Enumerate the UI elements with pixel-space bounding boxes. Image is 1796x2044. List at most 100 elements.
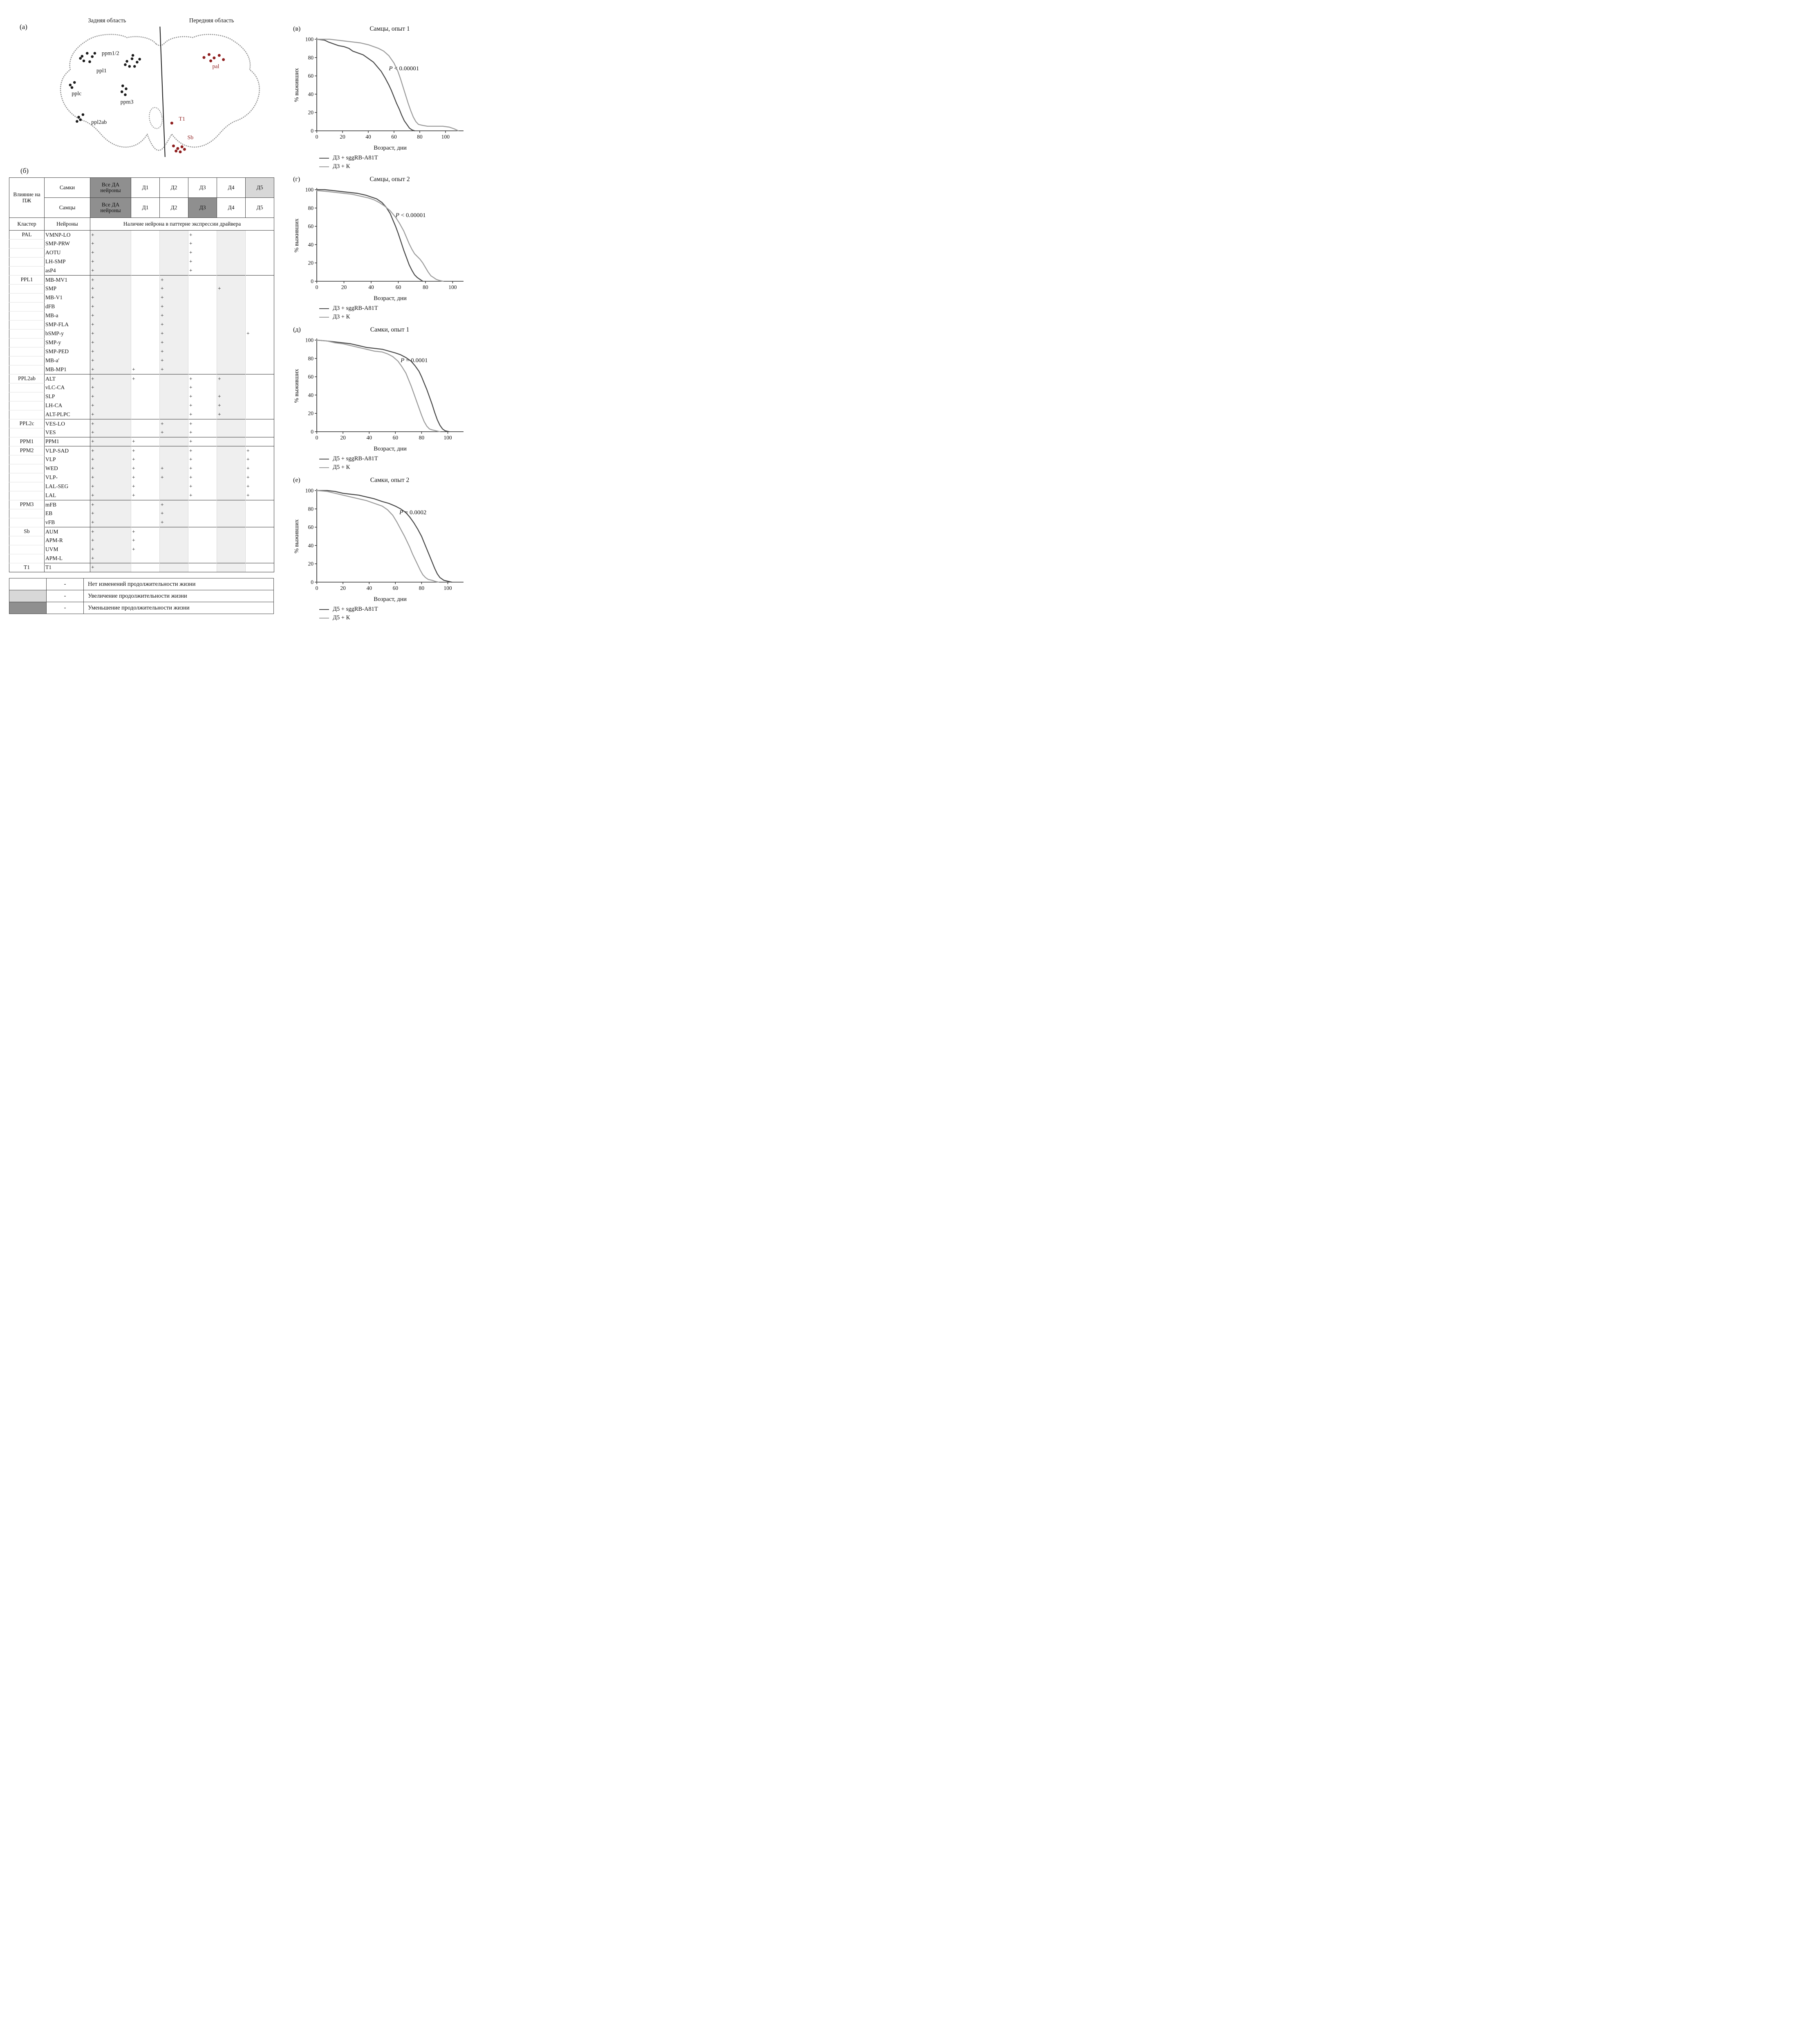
- panel-a-brain-diagram: (а) Задняя область Передняя область: [9, 14, 293, 166]
- expression-empty-cell: [159, 536, 188, 545]
- cluster-label-ppm3: ppm3: [121, 99, 134, 105]
- survival-curve-treatment: [316, 189, 423, 282]
- neuron-row: asP4 + +: [9, 266, 274, 276]
- expression-empty-cell: [159, 455, 188, 464]
- neuron-name: MB-MP1: [44, 365, 90, 374]
- header-neurons: Нейроны: [44, 217, 90, 231]
- expression-empty-cell: [159, 491, 188, 500]
- neuron-row: MB-V1 + +: [9, 293, 274, 303]
- expression-empty-cell: [245, 365, 274, 374]
- expression-plus-mark: +: [90, 302, 131, 312]
- survival-curve-treatment: [316, 490, 452, 583]
- legend-label: Д3 + К: [333, 314, 350, 320]
- header-d2-females: Д2: [159, 177, 188, 198]
- survival-curve-treatment: [316, 38, 415, 132]
- neuron-row: SMP-y + +: [9, 338, 274, 347]
- expression-plus-mark: +: [188, 266, 217, 276]
- expression-empty-cell: [131, 410, 160, 419]
- expression-empty-cell: [159, 563, 188, 572]
- neuron-row: SLP + + +: [9, 392, 274, 401]
- cluster-label-sb: Sb: [188, 134, 194, 141]
- expression-empty-cell: [159, 374, 188, 383]
- x-axis-label: Возраст, дни: [374, 145, 407, 151]
- cluster-label-ppl1: ppl1: [96, 68, 107, 74]
- survival-chart: 0 20 40 60 80 100 0 20 40 60 80 100 P = 0.0002 Возрас…: [293, 488, 464, 603]
- legend-label: Д3 + sggRB-A81T: [333, 155, 378, 161]
- neuron-name: mFB: [44, 500, 90, 509]
- neuron-row: bSMP-y + + +: [9, 329, 274, 338]
- neuron-name: WED: [44, 464, 90, 473]
- expression-empty-cell: [217, 545, 246, 554]
- x-tick-label: 80: [417, 134, 423, 140]
- header-females: Самки: [44, 177, 90, 198]
- neuron-row: LAL + + + +: [9, 491, 274, 500]
- neuron-row: T1 T1 +: [9, 563, 274, 572]
- expression-empty-cell: [245, 284, 274, 294]
- cluster-cell: [9, 248, 45, 258]
- neuron-row: VLP + + + +: [9, 455, 274, 464]
- header-d5-females: Д5: [245, 177, 274, 198]
- x-axis-label: Возраст, дни: [374, 446, 407, 452]
- x-tick-label: 60: [391, 134, 397, 140]
- y-tick-label: 20: [308, 110, 314, 116]
- survival-chart: 0 20 40 60 80 100 0 20 40 60 80 100 P = 0.0001 Возрас…: [293, 337, 464, 452]
- x-tick-label: 100: [448, 284, 457, 290]
- expression-empty-cell: [159, 410, 188, 419]
- expression-plus-mark: +: [90, 527, 131, 536]
- legend-entry-treatment: Д5 + sggRB-A81T: [319, 606, 470, 613]
- neuron-name: MB-MV1: [44, 275, 90, 285]
- legend-entry-control: Д5 + К: [319, 614, 470, 621]
- expression-empty-cell: [217, 509, 246, 518]
- x-tick-label: 20: [340, 134, 345, 140]
- expression-empty-cell: [131, 293, 160, 303]
- neuron-row: SMP + + +: [9, 284, 274, 294]
- expression-empty-cell: [131, 356, 160, 365]
- neuron-expression-table: Влияние на ПЖ Самки Все ДА нейроны Д1 Д2…: [9, 177, 274, 572]
- chart-title: Самцы, опыт 1: [370, 25, 410, 32]
- legend-swatch-increase: [9, 590, 47, 602]
- expression-empty-cell: [159, 248, 188, 258]
- expression-empty-cell: [131, 266, 160, 276]
- axes: [316, 338, 464, 432]
- expression-empty-cell: [131, 509, 160, 518]
- neuron-row: vFB + +: [9, 518, 274, 527]
- survival-chart-panel-d: (д) Самки, опыт 1 0 20 40 60 80 100 0 20 40 60 80 1…: [293, 326, 470, 471]
- expression-plus-mark: +: [159, 338, 188, 347]
- neuron-name: VLP-SAD: [44, 446, 90, 455]
- midline-divider: [159, 27, 166, 157]
- cluster-cell: [9, 518, 45, 527]
- expression-empty-cell: [188, 347, 217, 356]
- expression-empty-cell: [188, 284, 217, 294]
- legend-dash: -: [46, 578, 84, 590]
- legend-text-increase: Увеличение продолжительности жизни: [83, 590, 274, 602]
- legend-entry-control: Д3 + К: [319, 314, 470, 320]
- expression-empty-cell: [188, 275, 217, 285]
- expression-empty-cell: [159, 446, 188, 455]
- expression-plus-mark: +: [90, 464, 131, 473]
- expression-empty-cell: [245, 527, 274, 536]
- expression-empty-cell: [245, 437, 274, 446]
- cluster-dots-ppm12: [79, 52, 141, 68]
- shading-legend: - Нет изменений продолжительности жизни …: [9, 578, 274, 614]
- survival-chart-panel-e: (е) Самки, опыт 2 0 20 40 60 80 100 0 20 40 60 80 1…: [293, 477, 470, 621]
- expression-plus-mark: +: [188, 419, 217, 428]
- expression-empty-cell: [131, 401, 160, 410]
- neuron-row: MB-MP1 + + +: [9, 365, 274, 374]
- expression-plus-mark: +: [90, 509, 131, 518]
- neuron-name: VES: [44, 428, 90, 437]
- neuron-row: SMP-FLA + +: [9, 320, 274, 329]
- y-tick-label: 0: [311, 278, 314, 285]
- expression-empty-cell: [131, 392, 160, 401]
- expression-empty-cell: [188, 527, 217, 536]
- expression-plus-mark: +: [90, 275, 131, 285]
- expression-plus-mark: +: [188, 230, 217, 240]
- cluster-cell: [9, 545, 45, 554]
- right-column-charts: (в) Самцы, опыт 1 0 20 40 60 80 100 0 20 40 60 80 1…: [293, 11, 470, 634]
- expression-plus-mark: +: [159, 428, 188, 437]
- expression-empty-cell: [217, 302, 246, 312]
- expression-empty-cell: [159, 266, 188, 276]
- neuron-row: PPM2 VLP-SAD + + + +: [9, 446, 274, 455]
- header-d3-females: Д3: [188, 177, 217, 198]
- neuron-name: T1: [44, 563, 90, 572]
- expression-plus-mark: +: [245, 464, 274, 473]
